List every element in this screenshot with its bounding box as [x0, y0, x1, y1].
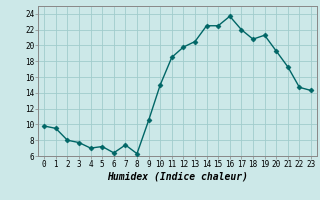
- X-axis label: Humidex (Indice chaleur): Humidex (Indice chaleur): [107, 172, 248, 182]
